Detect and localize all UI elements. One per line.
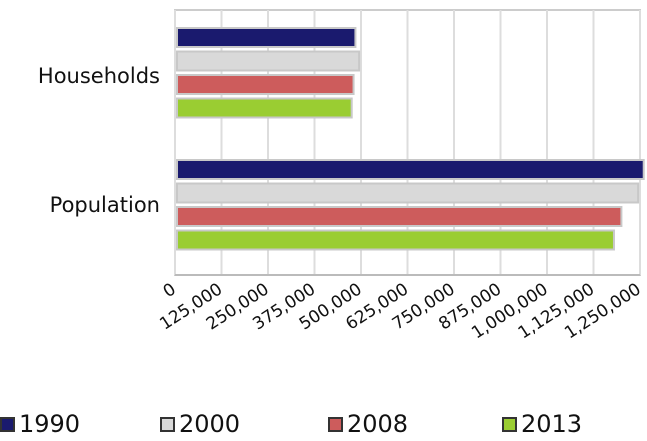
bars-group [176,27,645,251]
legend-label-2000: 2000 [179,410,241,438]
bar-population-2008 [176,206,623,227]
legend-item-2000: 2000 [160,410,240,438]
x-tick-label: 0 [160,279,180,302]
category-label-population: Population [50,193,160,217]
legend-label-1990: 1990 [19,410,81,438]
bar-chart: Households Population 0125,000250,000375,… [38,9,645,343]
legend-swatch-2013 [502,416,517,432]
bar-population-2000 [176,182,640,204]
legend-label-2008: 2008 [347,410,409,438]
bar-households-2000 [176,50,361,72]
legend-label-2013: 2013 [521,410,583,438]
category-labels: Households Population [38,64,160,217]
bar-population-2013 [176,229,615,251]
legend-item-2013: 2013 [502,410,582,438]
legend-swatch-1990 [0,416,15,432]
legend-item-2008: 2008 [328,410,408,438]
bar-population-1990 [176,159,645,180]
x-tick-labels: 0125,000250,000375,000500,000625,000750,… [156,279,644,343]
category-label-households: Households [38,64,160,88]
legend-swatch-2000 [160,416,175,432]
legend-swatch-2008 [328,416,343,432]
bar-households-2013 [176,97,353,119]
legend-item-1990: 1990 [0,410,80,438]
legend: 1990 2000 2008 2013 [0,410,647,441]
bar-households-2008 [176,74,355,95]
bar-households-1990 [176,27,357,48]
